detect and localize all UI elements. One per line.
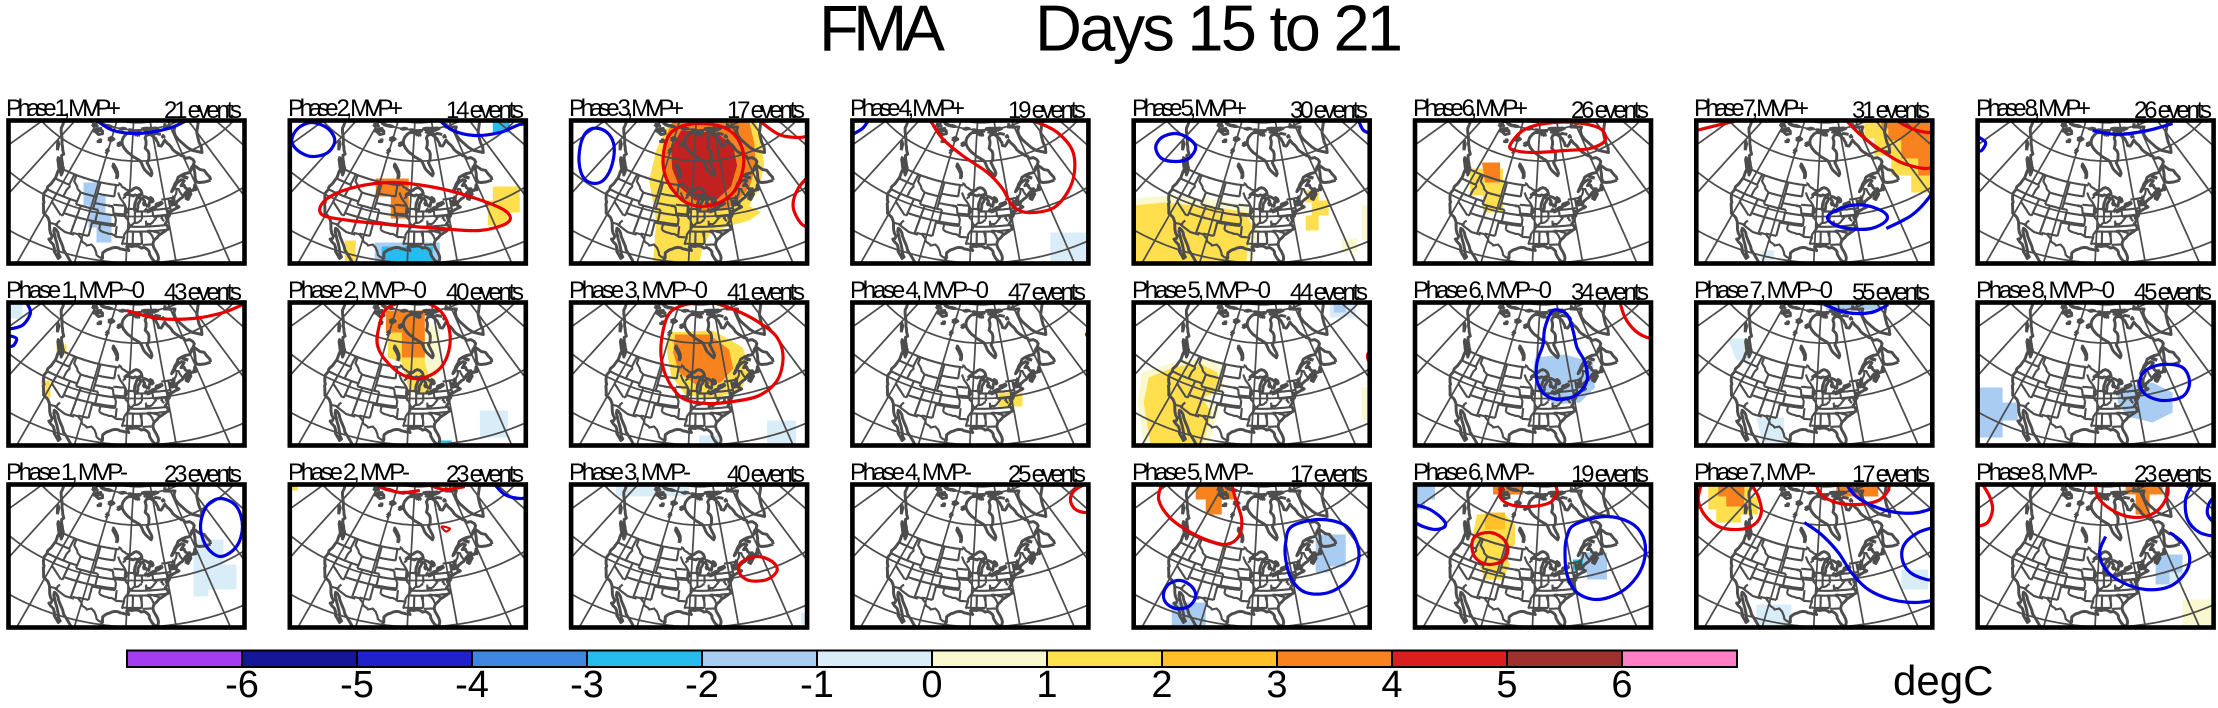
svg-text:Phase 1, MVP+: Phase 1, MVP+ — [6, 95, 121, 122]
svg-text:6: 6 — [1611, 664, 1632, 706]
svg-text:-1: -1 — [800, 664, 834, 706]
svg-text:Phase 5, MVP-: Phase 5, MVP- — [1132, 459, 1254, 486]
svg-text:degC: degC — [1893, 657, 1993, 704]
svg-text:Phase 5, MVP~0: Phase 5, MVP~0 — [1132, 277, 1271, 304]
svg-text:Phase 4, MVP~0: Phase 4, MVP~0 — [850, 277, 989, 304]
svg-text:-5: -5 — [340, 664, 374, 706]
svg-text:Phase 8, MVP-: Phase 8, MVP- — [1976, 459, 2098, 486]
svg-text:Phase 2, MVP-: Phase 2, MVP- — [288, 459, 410, 486]
svg-text:Phase 1, MVP-: Phase 1, MVP- — [6, 459, 128, 486]
svg-text:-2: -2 — [685, 664, 719, 706]
svg-text:Phase 6, MVP-: Phase 6, MVP- — [1413, 459, 1535, 486]
svg-text:Phase 1, MVP~0: Phase 1, MVP~0 — [6, 277, 145, 304]
svg-text:FMA: FMA — [819, 0, 946, 65]
svg-text:Phase 7, MVP-: Phase 7, MVP- — [1694, 459, 1816, 486]
svg-text:-6: -6 — [225, 664, 259, 706]
svg-text:Phase 5, MVP+: Phase 5, MVP+ — [1132, 95, 1247, 122]
svg-text:Phase 3, MVP-: Phase 3, MVP- — [569, 459, 691, 486]
svg-text:Phase 6, MVP+: Phase 6, MVP+ — [1413, 95, 1528, 122]
svg-text:Phase 2, MVP~0: Phase 2, MVP~0 — [288, 277, 427, 304]
svg-text:4: 4 — [1381, 664, 1402, 706]
svg-text:2: 2 — [1151, 664, 1172, 706]
svg-text:Phase 2, MVP+: Phase 2, MVP+ — [288, 95, 403, 122]
svg-text:-4: -4 — [455, 664, 489, 706]
svg-text:0: 0 — [921, 664, 942, 706]
svg-text:Phase 8, MVP~0: Phase 8, MVP~0 — [1976, 277, 2115, 304]
svg-text:Phase 3, MVP+: Phase 3, MVP+ — [569, 95, 684, 122]
svg-text:Phase 4, MVP+: Phase 4, MVP+ — [850, 95, 965, 122]
svg-text:1: 1 — [1036, 664, 1057, 706]
svg-text:3: 3 — [1266, 664, 1287, 706]
svg-text:-3: -3 — [570, 664, 604, 706]
svg-text:Phase 7, MVP~0: Phase 7, MVP~0 — [1694, 277, 1833, 304]
svg-text:Days 15 to 21: Days 15 to 21 — [1035, 0, 1403, 65]
svg-text:Phase 4, MVP-: Phase 4, MVP- — [850, 459, 972, 486]
svg-text:Phase 8, MVP+: Phase 8, MVP+ — [1976, 95, 2091, 122]
svg-text:Phase 6, MVP~0: Phase 6, MVP~0 — [1413, 277, 1552, 304]
svg-text:Phase 7, MVP+: Phase 7, MVP+ — [1694, 95, 1809, 122]
svg-text:5: 5 — [1496, 664, 1517, 706]
svg-text:Phase 3, MVP~0: Phase 3, MVP~0 — [569, 277, 708, 304]
